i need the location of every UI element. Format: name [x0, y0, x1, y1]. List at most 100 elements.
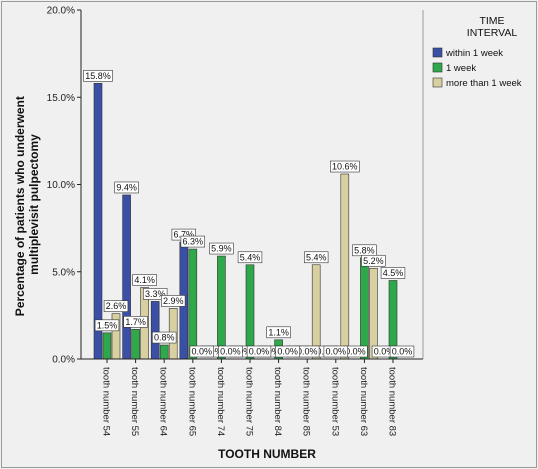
bar-1-3	[150, 301, 160, 360]
data-label-2-11: 4.5%	[380, 267, 406, 279]
data-label-3-4: 0.0%	[189, 345, 214, 358]
data-label-box	[329, 160, 360, 173]
x-tick-label: tooth number 54	[101, 367, 112, 436]
x-tick-label: tooth number 63	[358, 367, 369, 436]
data-label-text: 0.0%	[297, 347, 318, 357]
data-label-box	[303, 251, 329, 264]
y-tick-label: 0.0%	[52, 355, 75, 366]
y-axis-title: Percentage of patients who underwent mul…	[13, 93, 41, 316]
data-label-1-1: 15.8%	[83, 69, 113, 82]
data-label-box	[323, 345, 348, 358]
bar-2-5	[217, 255, 226, 360]
x-tick-label: tooth number 64	[158, 367, 169, 436]
x-tick-label: tooth number 83	[387, 367, 398, 436]
bar-1-2	[122, 194, 131, 360]
data-label-3-5: 0.0%	[218, 345, 243, 358]
data-label-box	[246, 345, 272, 358]
x-axis-title: TOOTH NUMBER	[218, 447, 316, 461]
data-label-text: 5.8%	[354, 245, 375, 255]
y-tick-label: 15.0%	[47, 93, 75, 104]
bar-3-10	[369, 267, 378, 360]
data-label-3-10: 5.2%	[361, 254, 386, 267]
x-tick-label: tooth number 74	[215, 367, 226, 436]
legend-entry-1: within 1 week	[445, 48, 503, 59]
data-label-text: 6.3%	[183, 237, 204, 247]
data-label-2-6: 5.4%	[237, 251, 263, 264]
data-label-text: 0.0%	[392, 347, 413, 357]
data-label-box	[389, 345, 415, 358]
x-tick-label: tooth number 75	[244, 367, 255, 436]
data-label-box	[380, 267, 406, 279]
data-label-box	[83, 69, 113, 82]
legend-title-line-2: INTERVAL	[467, 27, 518, 39]
data-labels-group: 15.8%9.4%3.3%6.7%0.0%0.0%0.0%0.0%0.0%0.0…	[83, 69, 415, 358]
y-axis-title-line-2: multiplevisit pulpectomy	[27, 134, 41, 275]
data-label-box	[94, 319, 120, 332]
data-label-box	[152, 331, 177, 344]
data-label-3-11: 0.0%	[389, 345, 415, 358]
data-label-2-1: 1.5%	[94, 319, 120, 332]
data-label-text: 6.7%	[174, 230, 195, 240]
data-label-3-1: 2.6%	[103, 300, 129, 312]
data-label-box	[361, 254, 386, 267]
data-label-box	[132, 274, 157, 286]
axes-group: 0.0% 5.0% 10.0% 15.0% 20.0% tooth number 54 to…	[47, 6, 424, 436]
data-label-2-9: 0.0%	[323, 345, 348, 358]
data-label-text: 1.1%	[268, 327, 289, 337]
data-label-box	[143, 288, 168, 300]
x-tick-label: tooth number 84	[272, 367, 283, 436]
data-label-2-2: 1.7%	[123, 316, 148, 328]
data-label-text: 15.8%	[85, 71, 111, 81]
data-label-2-3: 0.8%	[152, 331, 177, 344]
data-label-text: 0.0%	[192, 347, 213, 357]
legend-swatch-3	[432, 77, 443, 88]
legend-entry-3: more than 1 week	[446, 78, 522, 89]
legend-swatch-1	[432, 47, 443, 58]
bar-2-6	[245, 264, 255, 360]
legend-swatch-2	[432, 62, 443, 73]
data-label-box	[275, 345, 300, 358]
data-label-3-3: 2.9%	[161, 295, 186, 307]
y-axis-title-line-1: Percentage of patients who underwent	[13, 96, 27, 316]
data-label-1-3: 3.3%	[143, 288, 168, 300]
data-label-box	[103, 300, 129, 312]
data-label-box	[218, 345, 243, 358]
y-tick-label: 20.0%	[47, 6, 75, 17]
bar-2-1	[102, 332, 112, 360]
data-label-text: 1.5%	[97, 320, 118, 330]
bar-3-8	[311, 264, 321, 360]
data-label-text: 10.6%	[332, 162, 358, 172]
x-tick-label: tooth number 85	[301, 367, 312, 436]
y-tick-label: 5.0%	[52, 267, 75, 278]
bar-2-10	[360, 257, 369, 360]
legend-title-line-1: TIME	[479, 15, 504, 27]
data-label-box	[123, 316, 148, 328]
data-label-3-6: 0.0%	[246, 345, 272, 358]
data-label-2-10: 5.8%	[352, 244, 377, 257]
data-label-text: 0.0%	[277, 347, 298, 357]
x-tick-label: tooth number 53	[329, 367, 340, 436]
data-label-text: 0.0%	[345, 347, 366, 357]
data-label-box	[161, 295, 186, 307]
data-label-box	[209, 242, 234, 255]
y-tick-label: 10.0%	[47, 180, 75, 191]
data-label-text: 0.0%	[249, 347, 270, 357]
data-label-3-2: 4.1%	[132, 274, 157, 286]
data-label-text: 0.0%	[220, 347, 241, 357]
data-label-1-2: 9.4%	[114, 181, 139, 194]
data-label-text: 5.2%	[363, 256, 384, 266]
data-label-text: 1.7%	[125, 317, 146, 327]
data-label-2-5: 5.9%	[209, 242, 234, 255]
data-label-text: 2.6%	[106, 301, 127, 311]
data-label-text: 3.3%	[145, 289, 166, 299]
bar-2-4	[188, 248, 198, 360]
data-label-box	[237, 251, 263, 264]
data-label-2-4: 6.3%	[180, 235, 205, 248]
data-label-3-8: 5.4%	[303, 251, 329, 264]
bar-2-2	[131, 329, 140, 360]
bar-3-9	[340, 173, 350, 360]
data-label-text: 0.8%	[154, 333, 175, 343]
